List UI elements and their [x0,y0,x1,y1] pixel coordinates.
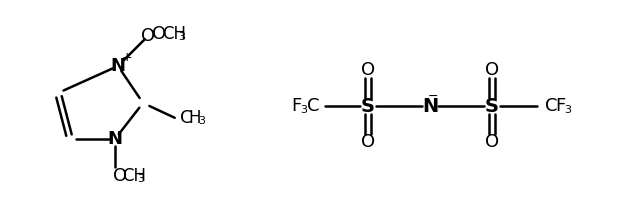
Text: CH: CH [122,167,146,185]
Text: C: C [545,97,557,115]
Text: N: N [108,130,122,148]
Text: CH: CH [162,25,186,43]
Text: O: O [141,27,155,45]
Text: O: O [485,61,499,79]
Text: O: O [361,133,375,151]
Text: O: O [361,61,375,79]
Text: N: N [422,96,438,115]
Text: 3: 3 [137,174,144,184]
Text: N: N [111,57,125,75]
Text: 3: 3 [198,116,205,126]
Text: F: F [555,97,565,115]
Text: O: O [485,133,499,151]
Text: F: F [291,97,301,115]
Text: O: O [113,167,127,185]
Text: 3: 3 [300,104,307,115]
Text: S: S [485,96,499,115]
Text: 3: 3 [178,32,185,42]
Text: C: C [307,97,319,115]
Text: −: − [428,89,438,103]
Text: O: O [152,25,166,43]
Text: H: H [189,109,201,127]
Text: S: S [361,96,375,115]
Text: C: C [180,109,192,127]
Text: +: + [122,50,132,64]
Text: 3: 3 [564,104,571,115]
